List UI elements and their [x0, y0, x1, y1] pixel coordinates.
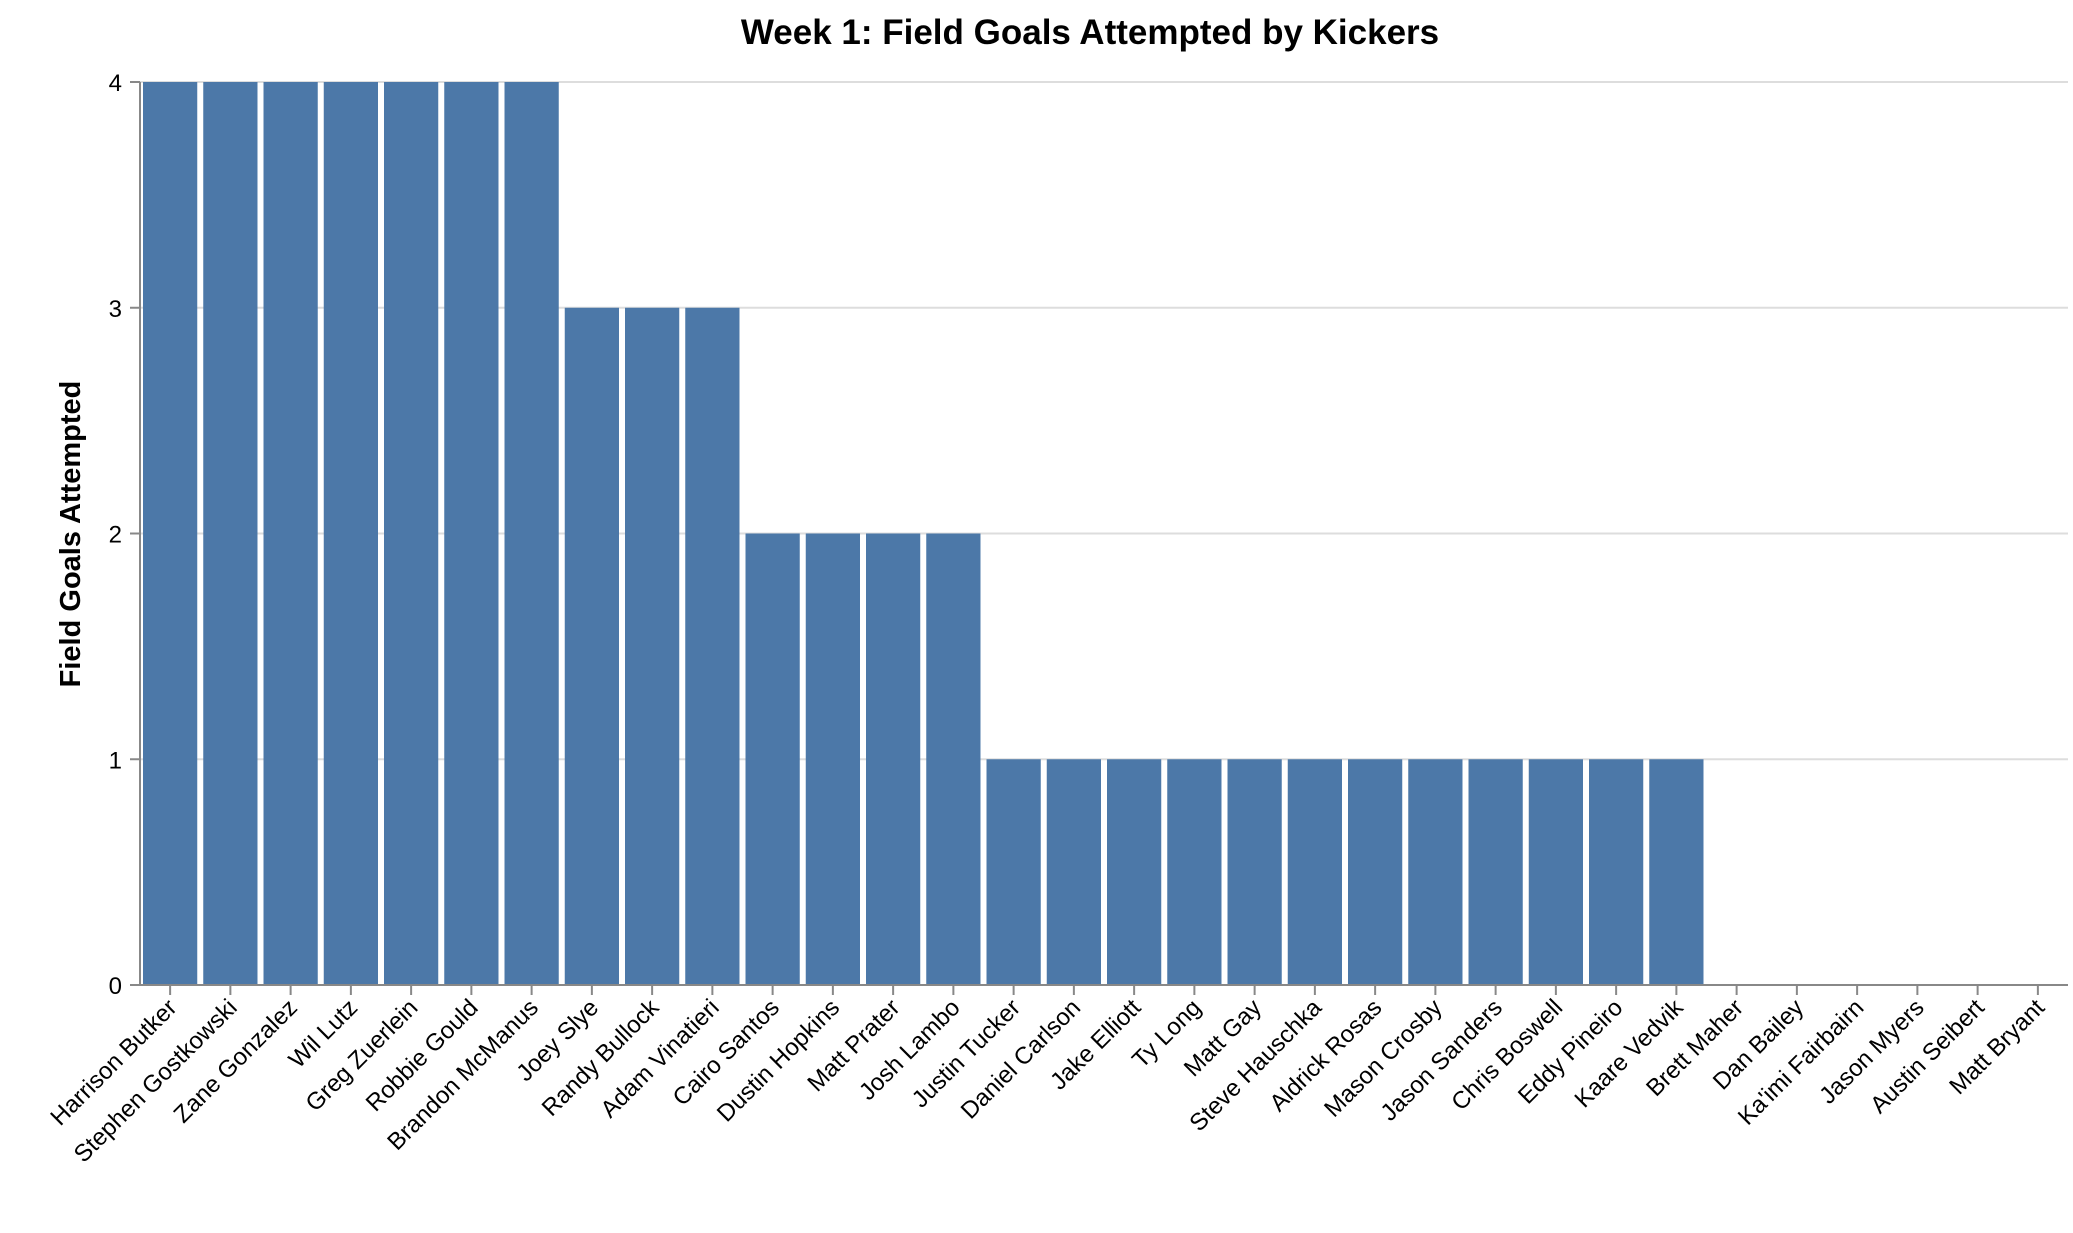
bar-dustin-hopkins: [805, 533, 860, 985]
y-tick-label-3: 3: [109, 296, 122, 323]
bar-greg-zuerlein: [384, 82, 439, 985]
bar-jason-sanders: [1468, 759, 1523, 985]
bar-matt-gay: [1227, 759, 1282, 985]
bar-joey-slye: [564, 307, 619, 985]
bar-cairo-santos: [745, 533, 800, 985]
bar-adam-vinatieri: [685, 307, 740, 985]
bar-justin-tucker: [986, 759, 1041, 985]
bar-wil-lutz: [323, 82, 378, 985]
bar-zane-gonzalez: [263, 82, 318, 985]
bar-josh-lambo: [926, 533, 981, 985]
bar-harrison-butker: [143, 82, 198, 985]
y-axis-title: Field Goals Attempted: [55, 381, 87, 688]
bar-chris-boswell: [1528, 759, 1583, 985]
bar-mason-crosby: [1408, 759, 1463, 985]
bar-kaare-vedvik: [1649, 759, 1704, 985]
bar-stephen-gostkowski: [203, 82, 258, 985]
y-tick-label-1: 1: [109, 747, 122, 774]
bar-robbie-gould: [444, 82, 499, 985]
bar-daniel-carlson: [1046, 759, 1101, 985]
chart-title: Week 1: Field Goals Attempted by Kickers: [741, 13, 1439, 52]
y-tick-label-0: 0: [109, 973, 122, 1000]
bar-randy-bullock: [625, 307, 680, 985]
bar-ty-long: [1167, 759, 1222, 985]
bar-aldrick-rosas: [1348, 759, 1403, 985]
bars: [143, 82, 1704, 985]
bar-jake-elliott: [1107, 759, 1162, 985]
y-tick-label-4: 4: [109, 70, 122, 97]
y-tick-label-2: 2: [109, 522, 122, 549]
bar-matt-prater: [866, 533, 921, 985]
bar-brandon-mcmanus: [504, 82, 559, 985]
bar-steve-hauschka: [1287, 759, 1342, 985]
bar-eddy-pineiro: [1589, 759, 1644, 985]
y-axis: 0 1 2 3 4: [109, 70, 141, 1000]
